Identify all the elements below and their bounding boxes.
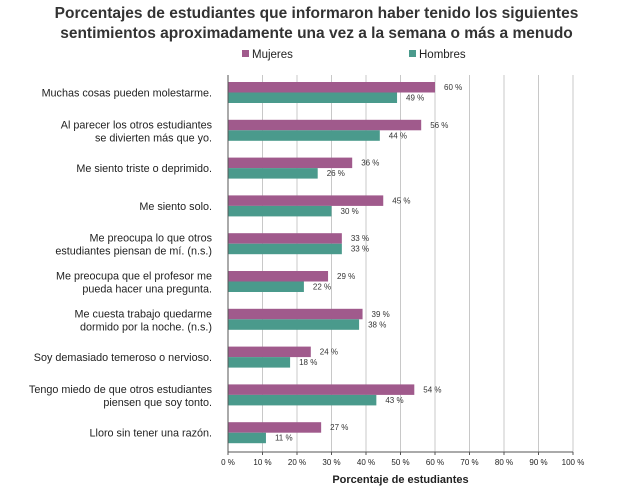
bar-mujeres (228, 308, 363, 320)
data-label-mujeres: 36 % (361, 159, 379, 168)
data-label-hombres: 11 % (275, 434, 293, 443)
data-label-mujeres: 33 % (351, 234, 369, 243)
bar-hombres (228, 357, 291, 368)
x-tick-label: 0 % (221, 458, 235, 467)
data-label-mujeres: 27 % (330, 423, 348, 432)
legend-label-hombres: Hombres (419, 49, 466, 61)
x-tick-label: 100 % (562, 458, 585, 467)
bar-hombres (228, 281, 304, 292)
category-label: Lloro sin tener una razón. (90, 428, 212, 440)
bar-hombres (228, 319, 360, 330)
x-tick-label: 80 % (495, 458, 513, 467)
category-label: Me cuesta trabajo quedarme dormido por la… (75, 308, 212, 333)
bar-mujeres (228, 119, 422, 131)
data-label-hombres: 43 % (385, 396, 403, 405)
data-label-hombres: 38 % (368, 320, 386, 329)
x-tick-label: 60 % (426, 458, 444, 467)
bar-hombres (228, 243, 342, 255)
legend-item-hombres: Hombres (409, 49, 466, 61)
legend-label-mujeres: Mujeres (252, 49, 293, 61)
x-tick-label: 70 % (460, 458, 478, 467)
x-axis-label: Porcentaje de estudiantes (332, 474, 469, 486)
chart-title-line-1: Porcentajes de estudiantes que informaro… (54, 5, 579, 22)
category-label: Me preocupa lo que otros estudiantes pien… (55, 233, 212, 258)
bar-hombres (228, 130, 380, 141)
bar-mujeres (228, 271, 329, 282)
data-label-mujeres: 56 % (430, 121, 448, 130)
data-label-hombres: 22 % (313, 283, 331, 292)
data-label-mujeres: 60 % (444, 83, 462, 92)
bar-mujeres (228, 82, 435, 93)
bar-hombres (228, 394, 377, 406)
data-label-mujeres: 54 % (423, 385, 441, 394)
category-label: Al parecer los otros estudiantes se divie… (61, 119, 213, 144)
bar-hombres (228, 432, 266, 444)
category-label: Tengo miedo de que otros estudiantes pien… (29, 384, 213, 409)
category-label: Muchas cosas pueden molestarme. (42, 88, 212, 100)
bar-mujeres (228, 422, 322, 433)
x-tick-label: 10 % (253, 458, 271, 467)
data-label-mujeres: 24 % (320, 348, 338, 357)
x-tick-label: 90 % (529, 458, 547, 467)
data-label-hombres: 18 % (299, 358, 317, 367)
legend-item-mujeres: Mujeres (242, 49, 293, 61)
data-label-hombres: 44 % (389, 131, 407, 140)
category-label: Me preocupa que el profesor me pueda hace… (56, 271, 212, 296)
legend-swatch-mujeres (242, 50, 249, 57)
chart-title: Porcentajes de estudiantes que informaro… (0, 4, 633, 44)
bar-hombres (228, 168, 318, 179)
data-label-mujeres: 29 % (337, 272, 355, 281)
category-label: Me siento solo. (139, 201, 212, 213)
bar-hombres (228, 92, 398, 103)
bar-mujeres (228, 384, 415, 395)
chart-title-line-2: sentimientos aproximadamente una vez a l… (60, 25, 573, 42)
bar-mujeres (228, 233, 342, 244)
x-tick-label: 30 % (322, 458, 340, 467)
x-tick-label: 20 % (288, 458, 306, 467)
data-label-hombres: 26 % (327, 169, 345, 178)
bar-mujeres (228, 346, 311, 358)
legend-swatch-hombres (409, 50, 416, 57)
data-label-hombres: 49 % (406, 94, 424, 103)
category-label: Soy demasiado temeroso o nervioso. (34, 352, 212, 364)
data-label-mujeres: 39 % (372, 310, 390, 319)
data-label-mujeres: 45 % (392, 196, 410, 205)
data-label-hombres: 33 % (351, 245, 369, 254)
bar-mujeres (228, 195, 384, 206)
bar-mujeres (228, 157, 353, 169)
bar-hombres (228, 205, 332, 217)
x-tick-label: 40 % (357, 458, 375, 467)
category-label: Me siento triste o deprimido. (76, 163, 212, 175)
x-tick-label: 50 % (391, 458, 409, 467)
data-label-hombres: 30 % (341, 207, 359, 216)
